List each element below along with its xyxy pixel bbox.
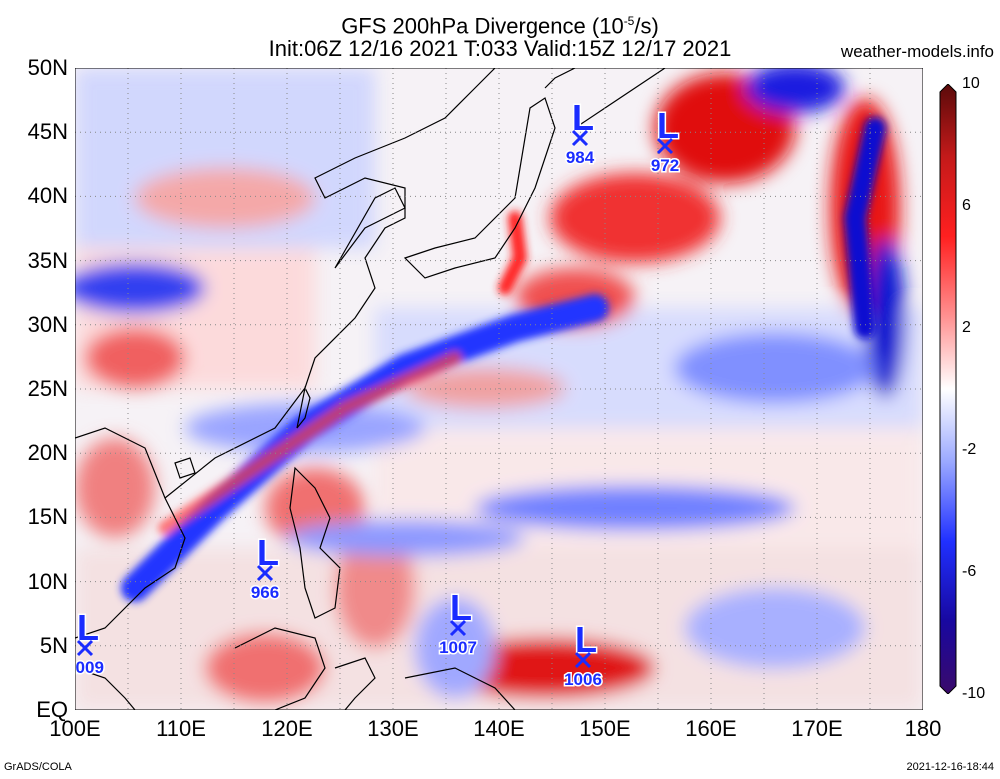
- lat-label: 35N: [27, 247, 68, 273]
- chart-title: GFS 200hPa Divergence (10-5/s): [341, 13, 659, 39]
- colorbar-tick-label: 10: [962, 75, 980, 92]
- indochina-coast: [75, 427, 186, 639]
- divergence-field: [75, 68, 923, 710]
- hainan: [174, 457, 196, 479]
- lat-label: 20N: [27, 440, 68, 466]
- new-guinea: [404, 667, 516, 710]
- lat-label: 40N: [27, 183, 68, 209]
- taiwan: [296, 386, 311, 429]
- low-letter: L: [575, 619, 597, 660]
- colorbar-tick-label: -6: [962, 563, 977, 580]
- low-center-x: [574, 651, 592, 669]
- low-marker: L1009: [75, 606, 105, 679]
- lat-label: 45N: [27, 119, 68, 145]
- korea: [334, 187, 406, 269]
- low-pressure-value: 1007: [439, 638, 477, 657]
- lon-label: 140E: [473, 716, 525, 741]
- low-pressure-value: 984: [566, 148, 595, 167]
- lat-label: 50N: [27, 55, 68, 80]
- lon-label: 170E: [791, 716, 843, 741]
- low-pressure-value: 1009: [75, 658, 104, 677]
- low-pressure-value: 1006: [564, 670, 602, 689]
- lat-label: 5N: [39, 632, 68, 658]
- sulawesi: [334, 657, 376, 710]
- chart-subtitle: Init:06Z 12/16 2021 T:033 Valid:15Z 12/1…: [268, 36, 732, 61]
- gridlines: [75, 68, 923, 710]
- colorbar-tick-label: -10: [962, 685, 986, 702]
- colorbar-gradient: [939, 84, 957, 694]
- low-marker: L 972: [649, 104, 680, 177]
- coastlines: [75, 68, 666, 710]
- lon-label: 120E: [261, 716, 313, 741]
- colorbar-tick-label: 6: [962, 197, 971, 214]
- colorbar-tick-label: -2: [962, 441, 977, 458]
- low-letter: L: [657, 105, 679, 146]
- lat-label: 25N: [27, 376, 68, 401]
- low-center-x: [449, 619, 467, 637]
- low-pressure-value: 972: [651, 156, 679, 175]
- kuril-islands: [574, 68, 666, 129]
- footer-timestamp: 2021-12-16-18:44: [906, 761, 994, 773]
- philippines: [289, 466, 341, 619]
- colorbar: [939, 84, 957, 694]
- malay-peninsula-coast: [75, 667, 136, 710]
- low-center-x: [76, 639, 94, 657]
- japan: [403, 97, 556, 279]
- lat-label: EQ: [36, 697, 68, 722]
- lon-label: 150E: [579, 716, 631, 741]
- sakhalin: [544, 68, 576, 89]
- lat-label: 10N: [27, 568, 68, 594]
- low-center-x: [571, 129, 589, 147]
- footer-software: GrADS/COLA: [4, 761, 72, 773]
- lon-label: 100E: [49, 716, 101, 741]
- low-marker: L 1006: [563, 618, 604, 691]
- low-center-x: [656, 137, 674, 155]
- borneo: [234, 627, 326, 710]
- lat-label: 30N: [27, 311, 68, 337]
- lat-label: 15N: [27, 504, 68, 530]
- colorbar-tick-label: 2: [962, 319, 971, 336]
- lon-label: 180: [904, 716, 942, 741]
- lon-label: 110E: [156, 716, 206, 741]
- lon-label: 160E: [685, 716, 737, 741]
- lon-label: 130E: [367, 716, 419, 741]
- site-credit: weather-models.info: [840, 42, 994, 61]
- low-pressure-value: 966: [251, 583, 279, 602]
- low-center-x: [256, 564, 274, 582]
